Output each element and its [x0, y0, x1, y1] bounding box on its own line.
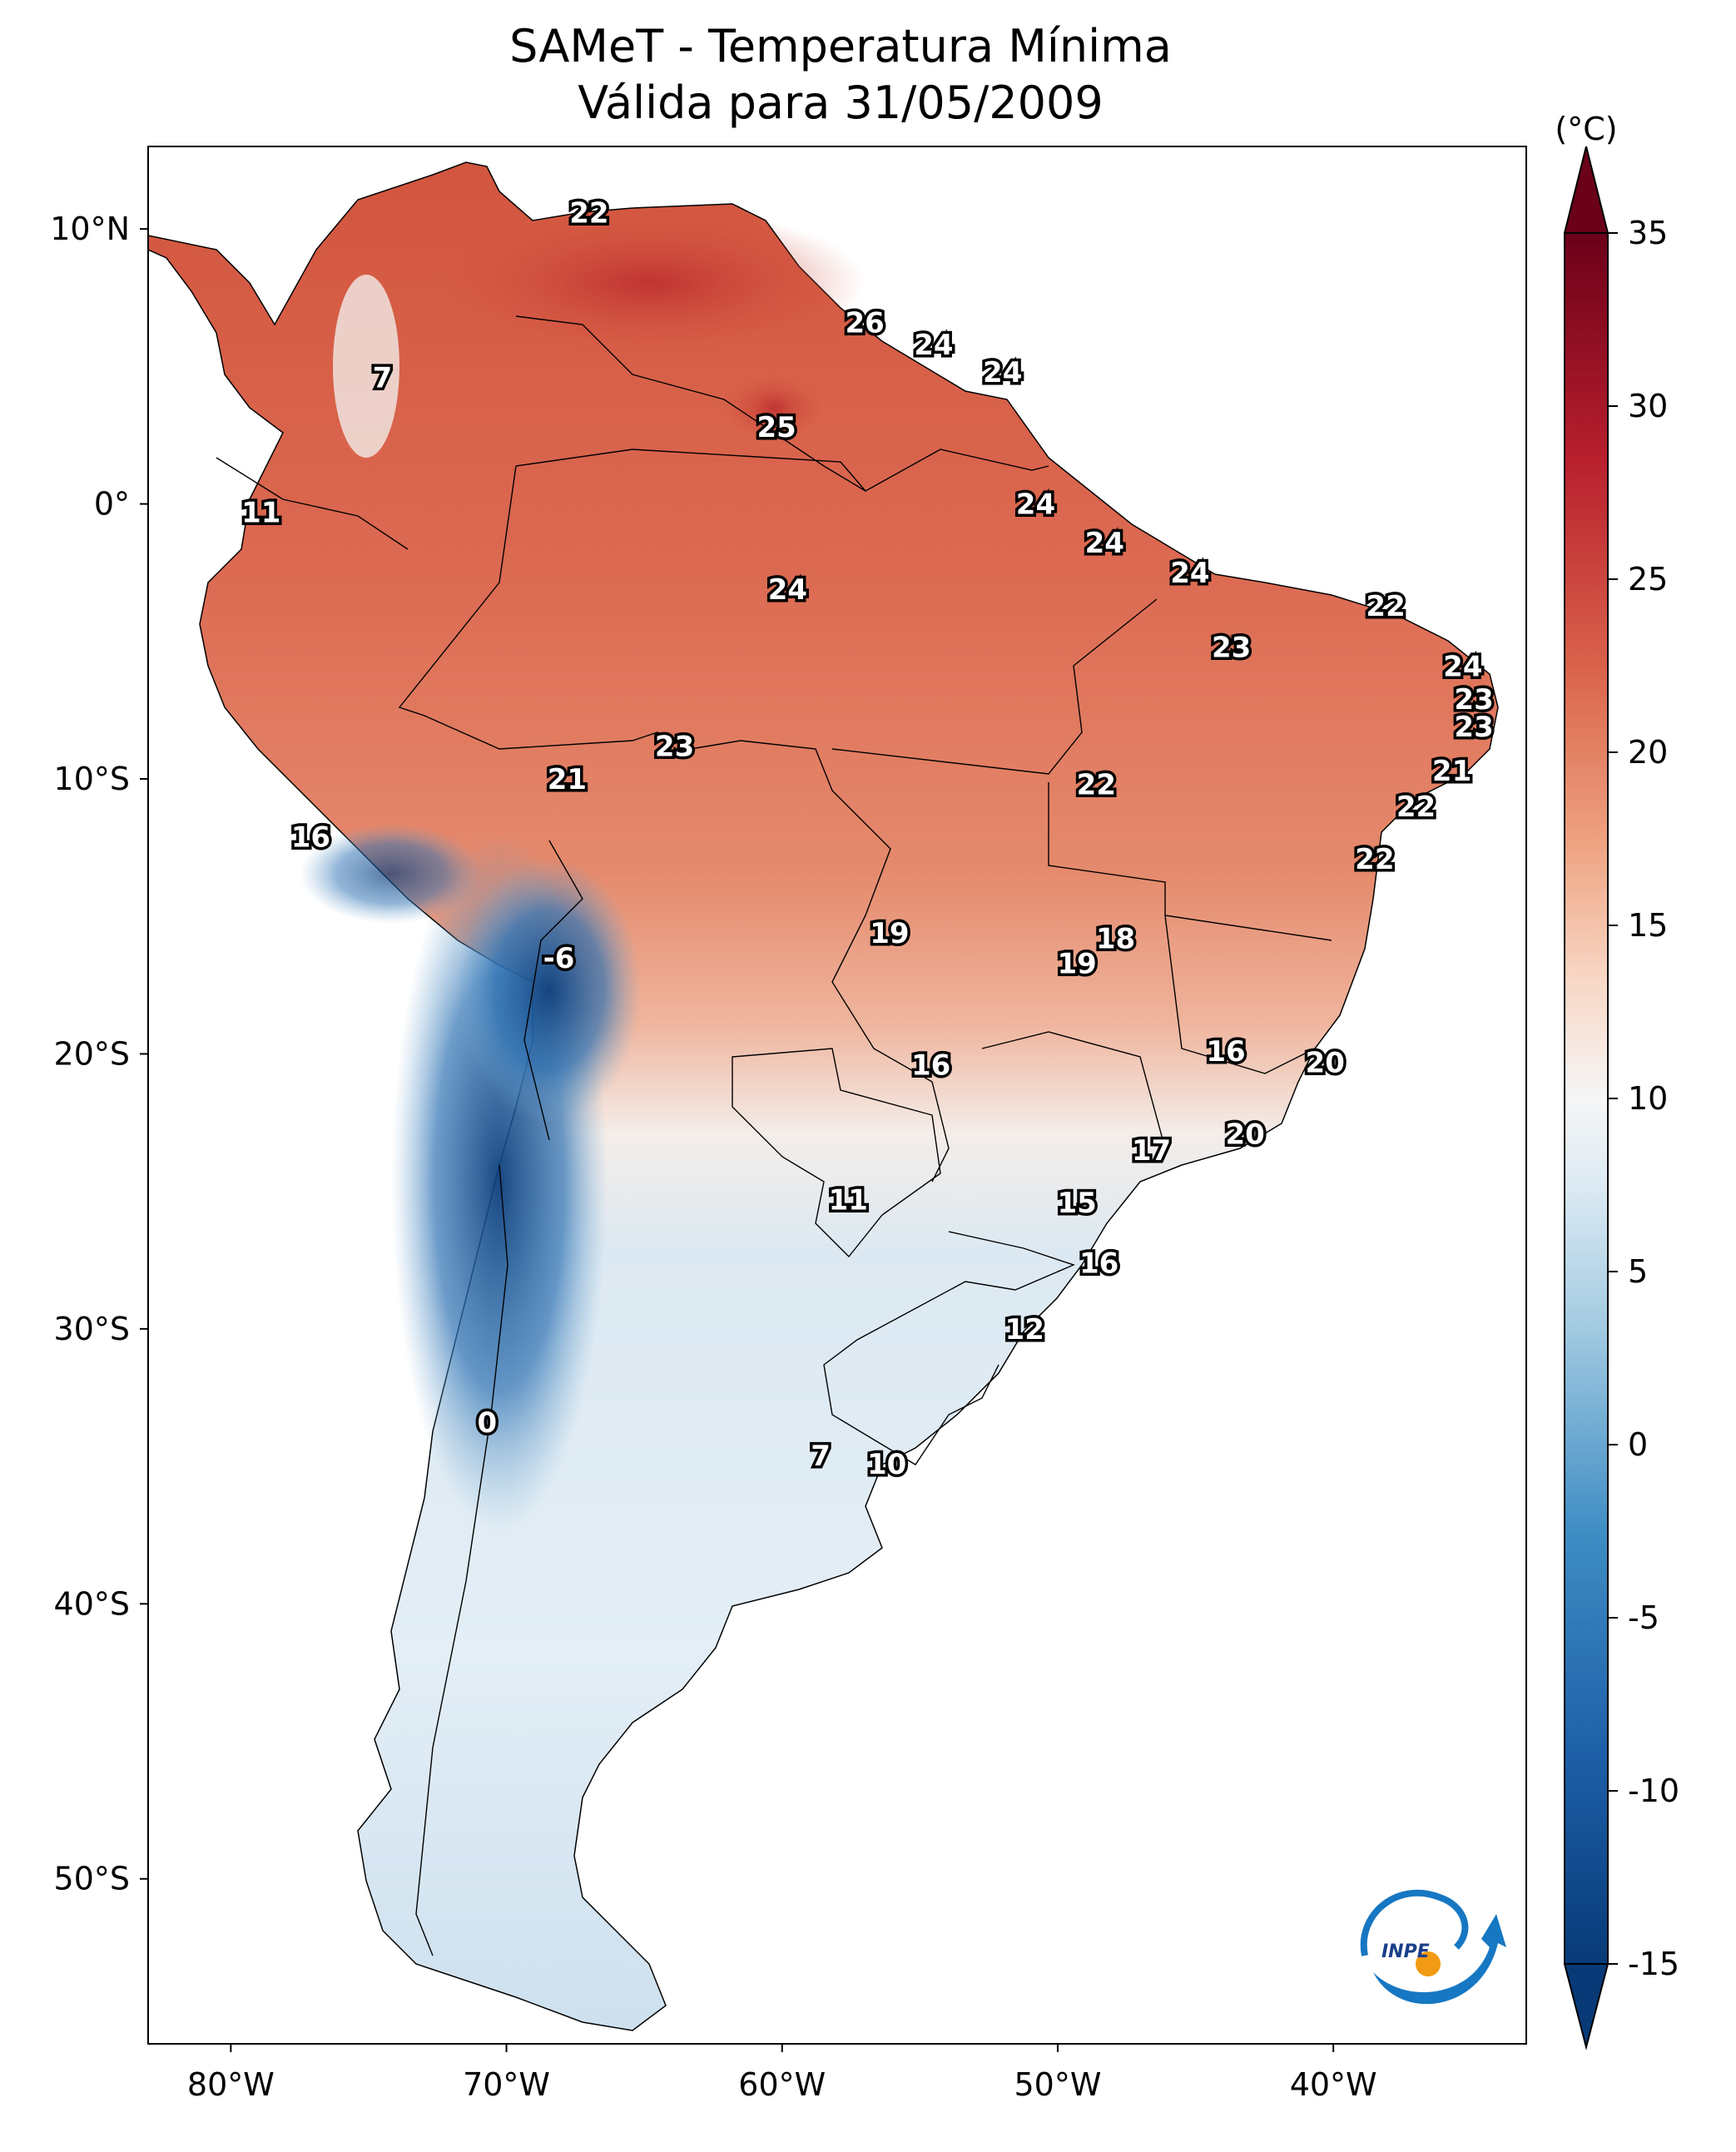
- colorbar-tick-label: 0: [1628, 1426, 1648, 1463]
- lat-tick-label: 30°S: [54, 1311, 130, 1347]
- lat-tick-label: 0°: [94, 486, 130, 523]
- colorbar-tick-label: 15: [1628, 907, 1668, 944]
- value-label: 22: [1077, 769, 1116, 802]
- country-borders: [216, 315, 1332, 1956]
- value-label: 20: [1306, 1046, 1345, 1079]
- logo-sun: [1416, 1951, 1441, 1976]
- map-frame: [147, 146, 1527, 2045]
- warm-region: [433, 208, 866, 358]
- value-label: 23: [1454, 711, 1493, 744]
- colorbar-tick-label: -15: [1628, 1946, 1679, 1982]
- logo-arc: [1360, 1889, 1469, 1956]
- lon-tick-label: 40°W: [1290, 2066, 1377, 2103]
- value-label: 21: [1432, 755, 1471, 788]
- value-label: 24: [914, 329, 953, 362]
- value-label: 19: [870, 917, 909, 950]
- lat-tick-label: 10°N: [50, 211, 130, 247]
- lon-tick-label: 50°W: [1014, 2066, 1101, 2103]
- value-label: 21: [548, 763, 587, 796]
- colorbar-tick-label: 10: [1628, 1080, 1668, 1117]
- value-label: 7: [811, 1440, 831, 1473]
- peru-cold-region: [300, 824, 483, 924]
- colombia-cold-region: [333, 275, 399, 458]
- value-label: 22: [1355, 843, 1394, 876]
- value-label: 22: [569, 196, 608, 230]
- colorbar-tick-label: 5: [1628, 1253, 1648, 1290]
- value-label: 20: [1226, 1118, 1265, 1151]
- value-label: 22: [1366, 590, 1405, 623]
- value-label: -6: [543, 942, 575, 975]
- colorbar-tick-label: 30: [1628, 388, 1668, 424]
- colorbar-tick-label: -10: [1628, 1773, 1679, 1809]
- value-label: 23: [1212, 631, 1251, 664]
- value-label: 10: [867, 1448, 906, 1481]
- colorbar-tick-label: 20: [1628, 734, 1668, 771]
- value-label: 22: [1396, 791, 1436, 824]
- logo-text: INPE: [1381, 1941, 1430, 1962]
- value-label: 16: [291, 821, 330, 854]
- map-subtitle: Válida para 31/05/2009: [578, 77, 1104, 129]
- lat-tick-label: 20°S: [54, 1035, 130, 1072]
- value-label: 24: [1443, 651, 1482, 684]
- lat-tick-label: 40°S: [54, 1585, 130, 1622]
- colorbar-ticks: 35 30 25 20 15 10 5 0 -5 -10 -15: [1608, 215, 1679, 1982]
- value-label: 24: [1085, 527, 1124, 560]
- value-label: 25: [756, 411, 796, 444]
- value-label: 24: [983, 356, 1022, 389]
- value-label: 11: [241, 496, 280, 529]
- colorbar-unit: (°C): [1555, 111, 1617, 147]
- value-label: 0: [478, 1406, 498, 1440]
- value-label: 16: [911, 1049, 950, 1083]
- longitude-axis: 80°W 70°W 60°W 50°W 40°W: [187, 2044, 1377, 2103]
- value-label: 16: [1206, 1035, 1245, 1069]
- lon-tick-label: 70°W: [463, 2066, 550, 2103]
- lon-tick-label: 80°W: [187, 2066, 275, 2103]
- continent-layer: [148, 161, 1499, 2031]
- latitude-axis: 10°N 0° 10°S 20°S 30°S 40°S 50°S: [50, 211, 148, 1897]
- colorbar-max-extend: [1563, 146, 1610, 234]
- value-label: 23: [1454, 683, 1493, 717]
- value-label: 11: [829, 1184, 868, 1217]
- logo-swoosh: [1373, 1914, 1506, 2005]
- value-label: 24: [1170, 557, 1209, 590]
- value-label: 18: [1096, 923, 1135, 956]
- warm-region: [724, 374, 824, 441]
- value-label: 16: [1079, 1247, 1118, 1281]
- inpe-logo: INPE: [1360, 1889, 1506, 2005]
- value-label: 24: [1016, 488, 1055, 522]
- value-label: 12: [1005, 1313, 1044, 1346]
- value-label: 17: [1132, 1134, 1171, 1168]
- lon-tick-label: 60°W: [738, 2066, 826, 2103]
- map-title: SAMeT - Temperatura Mínima: [509, 20, 1172, 72]
- value-label: 23: [655, 730, 694, 763]
- colorbar-min-extend: [1563, 1963, 1610, 2050]
- colorbar-tick-label: 35: [1628, 215, 1668, 251]
- value-label: 7: [373, 362, 393, 395]
- lat-tick-label: 50°S: [54, 1861, 130, 1897]
- value-label: 15: [1057, 1187, 1096, 1220]
- value-label: 19: [1057, 947, 1096, 980]
- colorbar-tick-label: 25: [1628, 561, 1668, 598]
- value-label: 24: [768, 573, 807, 607]
- colorbar-tick-label: -5: [1628, 1599, 1659, 1636]
- colorbar: (°C) 35 30 25 20 15 10 5 0 -5 -10 -15: [1555, 111, 1679, 2050]
- colorbar-scale: [1564, 232, 1609, 1965]
- lat-tick-label: 10°S: [54, 761, 130, 797]
- altiplano-cold-region: [458, 857, 641, 1123]
- value-label: 26: [845, 306, 884, 340]
